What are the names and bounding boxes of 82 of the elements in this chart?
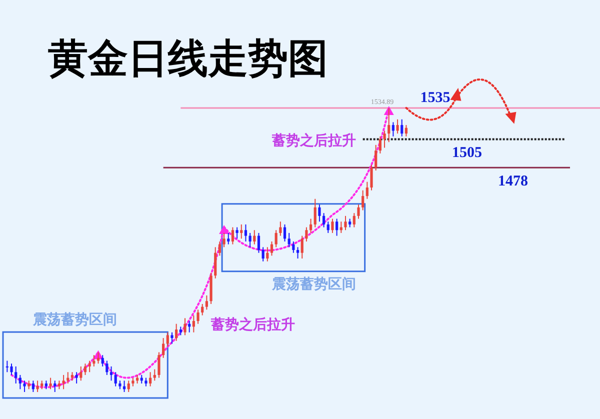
chart-title: 黄金日线走势图 xyxy=(48,36,328,81)
candlestick xyxy=(300,235,304,260)
candlestick xyxy=(49,377,52,390)
candlestick xyxy=(54,380,56,392)
candlestick xyxy=(336,218,338,236)
candlestick xyxy=(170,332,174,344)
candlestick xyxy=(404,124,408,137)
candlestick xyxy=(10,363,13,376)
candlestick xyxy=(23,380,26,392)
candlestick xyxy=(257,232,260,254)
annotation: 蓄势之后拉升 xyxy=(210,316,296,333)
candlestick xyxy=(110,366,113,382)
candlestick xyxy=(218,240,221,256)
annotation: 震荡蓄势区间 xyxy=(32,312,117,328)
candlestick xyxy=(266,246,269,262)
candlestick xyxy=(106,360,108,376)
candlestick xyxy=(62,374,65,390)
text: 1478 xyxy=(498,174,528,190)
candlestick xyxy=(175,323,178,342)
annotation: 蓄势之后拉升 xyxy=(270,132,356,149)
candlestick xyxy=(357,204,360,220)
candlestick xyxy=(366,181,368,200)
candlestick xyxy=(80,366,82,382)
candlestick xyxy=(326,221,330,234)
candlestick xyxy=(101,354,104,367)
candlestick xyxy=(288,232,290,248)
candlestick xyxy=(222,232,226,248)
candlestick xyxy=(392,122,394,137)
candlestick xyxy=(127,380,130,392)
candlestick xyxy=(240,224,243,240)
candlestick xyxy=(153,368,156,382)
candlestick xyxy=(253,230,256,245)
candlestick xyxy=(383,130,386,148)
text: 1505 xyxy=(452,145,482,162)
candlestick xyxy=(244,224,248,242)
candlestick xyxy=(352,212,356,228)
candlestick xyxy=(388,108,390,143)
candlestick xyxy=(88,360,91,373)
candlestick xyxy=(18,374,22,390)
candlestick xyxy=(292,240,295,254)
candlestick xyxy=(296,246,300,260)
candlestick xyxy=(318,204,321,222)
candlestick xyxy=(236,226,238,240)
candlestick xyxy=(270,240,274,256)
candlestick xyxy=(344,215,347,231)
candlestick xyxy=(248,232,252,248)
candlestick xyxy=(114,372,117,387)
candlestick xyxy=(378,136,382,154)
candlestick xyxy=(274,230,278,248)
candlestick xyxy=(96,352,100,364)
candlestick xyxy=(75,372,78,384)
candlestick xyxy=(283,224,286,242)
candlestick xyxy=(201,303,204,316)
candlestick xyxy=(32,380,34,392)
annotation: 震荡蓄势区间 xyxy=(271,276,356,292)
candlestick xyxy=(196,309,200,324)
candlestick xyxy=(262,246,264,262)
candlestick xyxy=(305,226,308,242)
candlestick xyxy=(322,212,326,228)
candlestick xyxy=(374,144,378,171)
candlestick xyxy=(279,221,282,236)
candlestick xyxy=(184,318,186,336)
candlestick xyxy=(166,332,169,348)
candlestick xyxy=(231,226,234,245)
candlestick xyxy=(370,164,373,191)
candlestick xyxy=(362,190,364,211)
candlestick xyxy=(192,314,195,333)
candlestick xyxy=(331,218,334,234)
candlestick xyxy=(396,118,399,134)
candlestick xyxy=(14,366,18,384)
candlestick xyxy=(205,294,208,310)
candlestick xyxy=(309,218,312,234)
candlestick xyxy=(400,118,404,137)
candlestick xyxy=(227,232,230,245)
candlestick xyxy=(162,338,165,358)
text: 1535 xyxy=(420,90,450,106)
candlestick xyxy=(36,380,39,392)
candlestick xyxy=(214,246,217,279)
candlestick xyxy=(84,363,87,376)
candlestick xyxy=(314,198,316,228)
candlestick xyxy=(149,372,152,387)
candlestick xyxy=(158,352,160,378)
